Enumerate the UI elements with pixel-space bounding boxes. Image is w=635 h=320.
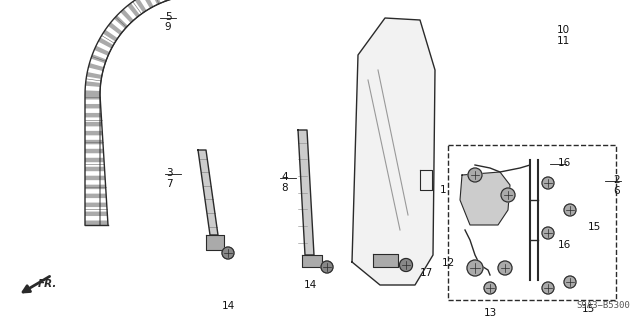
Circle shape bbox=[468, 168, 482, 182]
Polygon shape bbox=[85, 140, 103, 144]
Polygon shape bbox=[85, 220, 108, 225]
Polygon shape bbox=[85, 194, 106, 198]
Polygon shape bbox=[127, 3, 140, 18]
Polygon shape bbox=[85, 122, 102, 126]
Polygon shape bbox=[85, 95, 100, 100]
Polygon shape bbox=[85, 167, 105, 171]
Circle shape bbox=[484, 282, 496, 294]
Polygon shape bbox=[85, 81, 101, 87]
Polygon shape bbox=[98, 37, 114, 49]
Polygon shape bbox=[85, 203, 107, 207]
Text: 7: 7 bbox=[166, 179, 173, 189]
Polygon shape bbox=[142, 0, 154, 8]
Text: 15: 15 bbox=[582, 304, 594, 314]
Text: 14: 14 bbox=[222, 301, 234, 311]
Polygon shape bbox=[373, 254, 398, 267]
Polygon shape bbox=[298, 130, 314, 255]
Polygon shape bbox=[150, 0, 161, 5]
Polygon shape bbox=[85, 185, 106, 189]
Circle shape bbox=[542, 227, 554, 239]
Polygon shape bbox=[91, 54, 107, 63]
Text: 12: 12 bbox=[442, 258, 455, 268]
Polygon shape bbox=[85, 212, 107, 216]
Polygon shape bbox=[302, 255, 322, 267]
Polygon shape bbox=[85, 158, 104, 162]
Bar bbox=[448, 145, 616, 300]
Polygon shape bbox=[85, 149, 104, 153]
Text: FR.: FR. bbox=[38, 279, 57, 289]
Polygon shape bbox=[352, 18, 435, 285]
Text: 17: 17 bbox=[420, 268, 433, 278]
Text: 16: 16 bbox=[558, 158, 572, 168]
Text: 9: 9 bbox=[164, 22, 171, 32]
Polygon shape bbox=[103, 30, 117, 42]
Polygon shape bbox=[85, 176, 105, 180]
Text: 8: 8 bbox=[281, 183, 288, 193]
Text: 3: 3 bbox=[166, 168, 173, 178]
Polygon shape bbox=[88, 63, 104, 71]
Text: 10: 10 bbox=[557, 25, 570, 35]
Text: 16: 16 bbox=[558, 240, 572, 250]
Text: 13: 13 bbox=[483, 308, 497, 318]
Polygon shape bbox=[85, 104, 101, 108]
Polygon shape bbox=[121, 9, 134, 23]
Text: 5: 5 bbox=[164, 12, 171, 22]
Text: 1: 1 bbox=[440, 185, 446, 195]
Polygon shape bbox=[206, 235, 224, 250]
Polygon shape bbox=[94, 46, 110, 56]
Circle shape bbox=[564, 276, 576, 288]
Circle shape bbox=[498, 261, 512, 275]
Circle shape bbox=[564, 204, 576, 216]
Polygon shape bbox=[460, 172, 510, 225]
Polygon shape bbox=[85, 131, 102, 135]
Circle shape bbox=[542, 177, 554, 189]
Circle shape bbox=[399, 259, 413, 271]
Polygon shape bbox=[135, 0, 147, 13]
Polygon shape bbox=[86, 72, 102, 79]
Polygon shape bbox=[114, 15, 128, 29]
Polygon shape bbox=[198, 150, 218, 235]
Circle shape bbox=[467, 260, 483, 276]
Text: 2: 2 bbox=[613, 175, 620, 185]
Polygon shape bbox=[85, 90, 100, 95]
Text: S9A3−B5300: S9A3−B5300 bbox=[576, 301, 630, 310]
Polygon shape bbox=[159, 0, 168, 2]
Text: 6: 6 bbox=[613, 186, 620, 196]
Text: 14: 14 bbox=[304, 280, 317, 290]
Circle shape bbox=[321, 261, 333, 273]
Circle shape bbox=[222, 247, 234, 259]
Text: 4: 4 bbox=[281, 172, 288, 182]
Polygon shape bbox=[85, 113, 102, 117]
Circle shape bbox=[501, 188, 515, 202]
Text: 15: 15 bbox=[588, 222, 601, 232]
Circle shape bbox=[542, 282, 554, 294]
Polygon shape bbox=[108, 22, 123, 35]
Text: 11: 11 bbox=[557, 36, 570, 46]
